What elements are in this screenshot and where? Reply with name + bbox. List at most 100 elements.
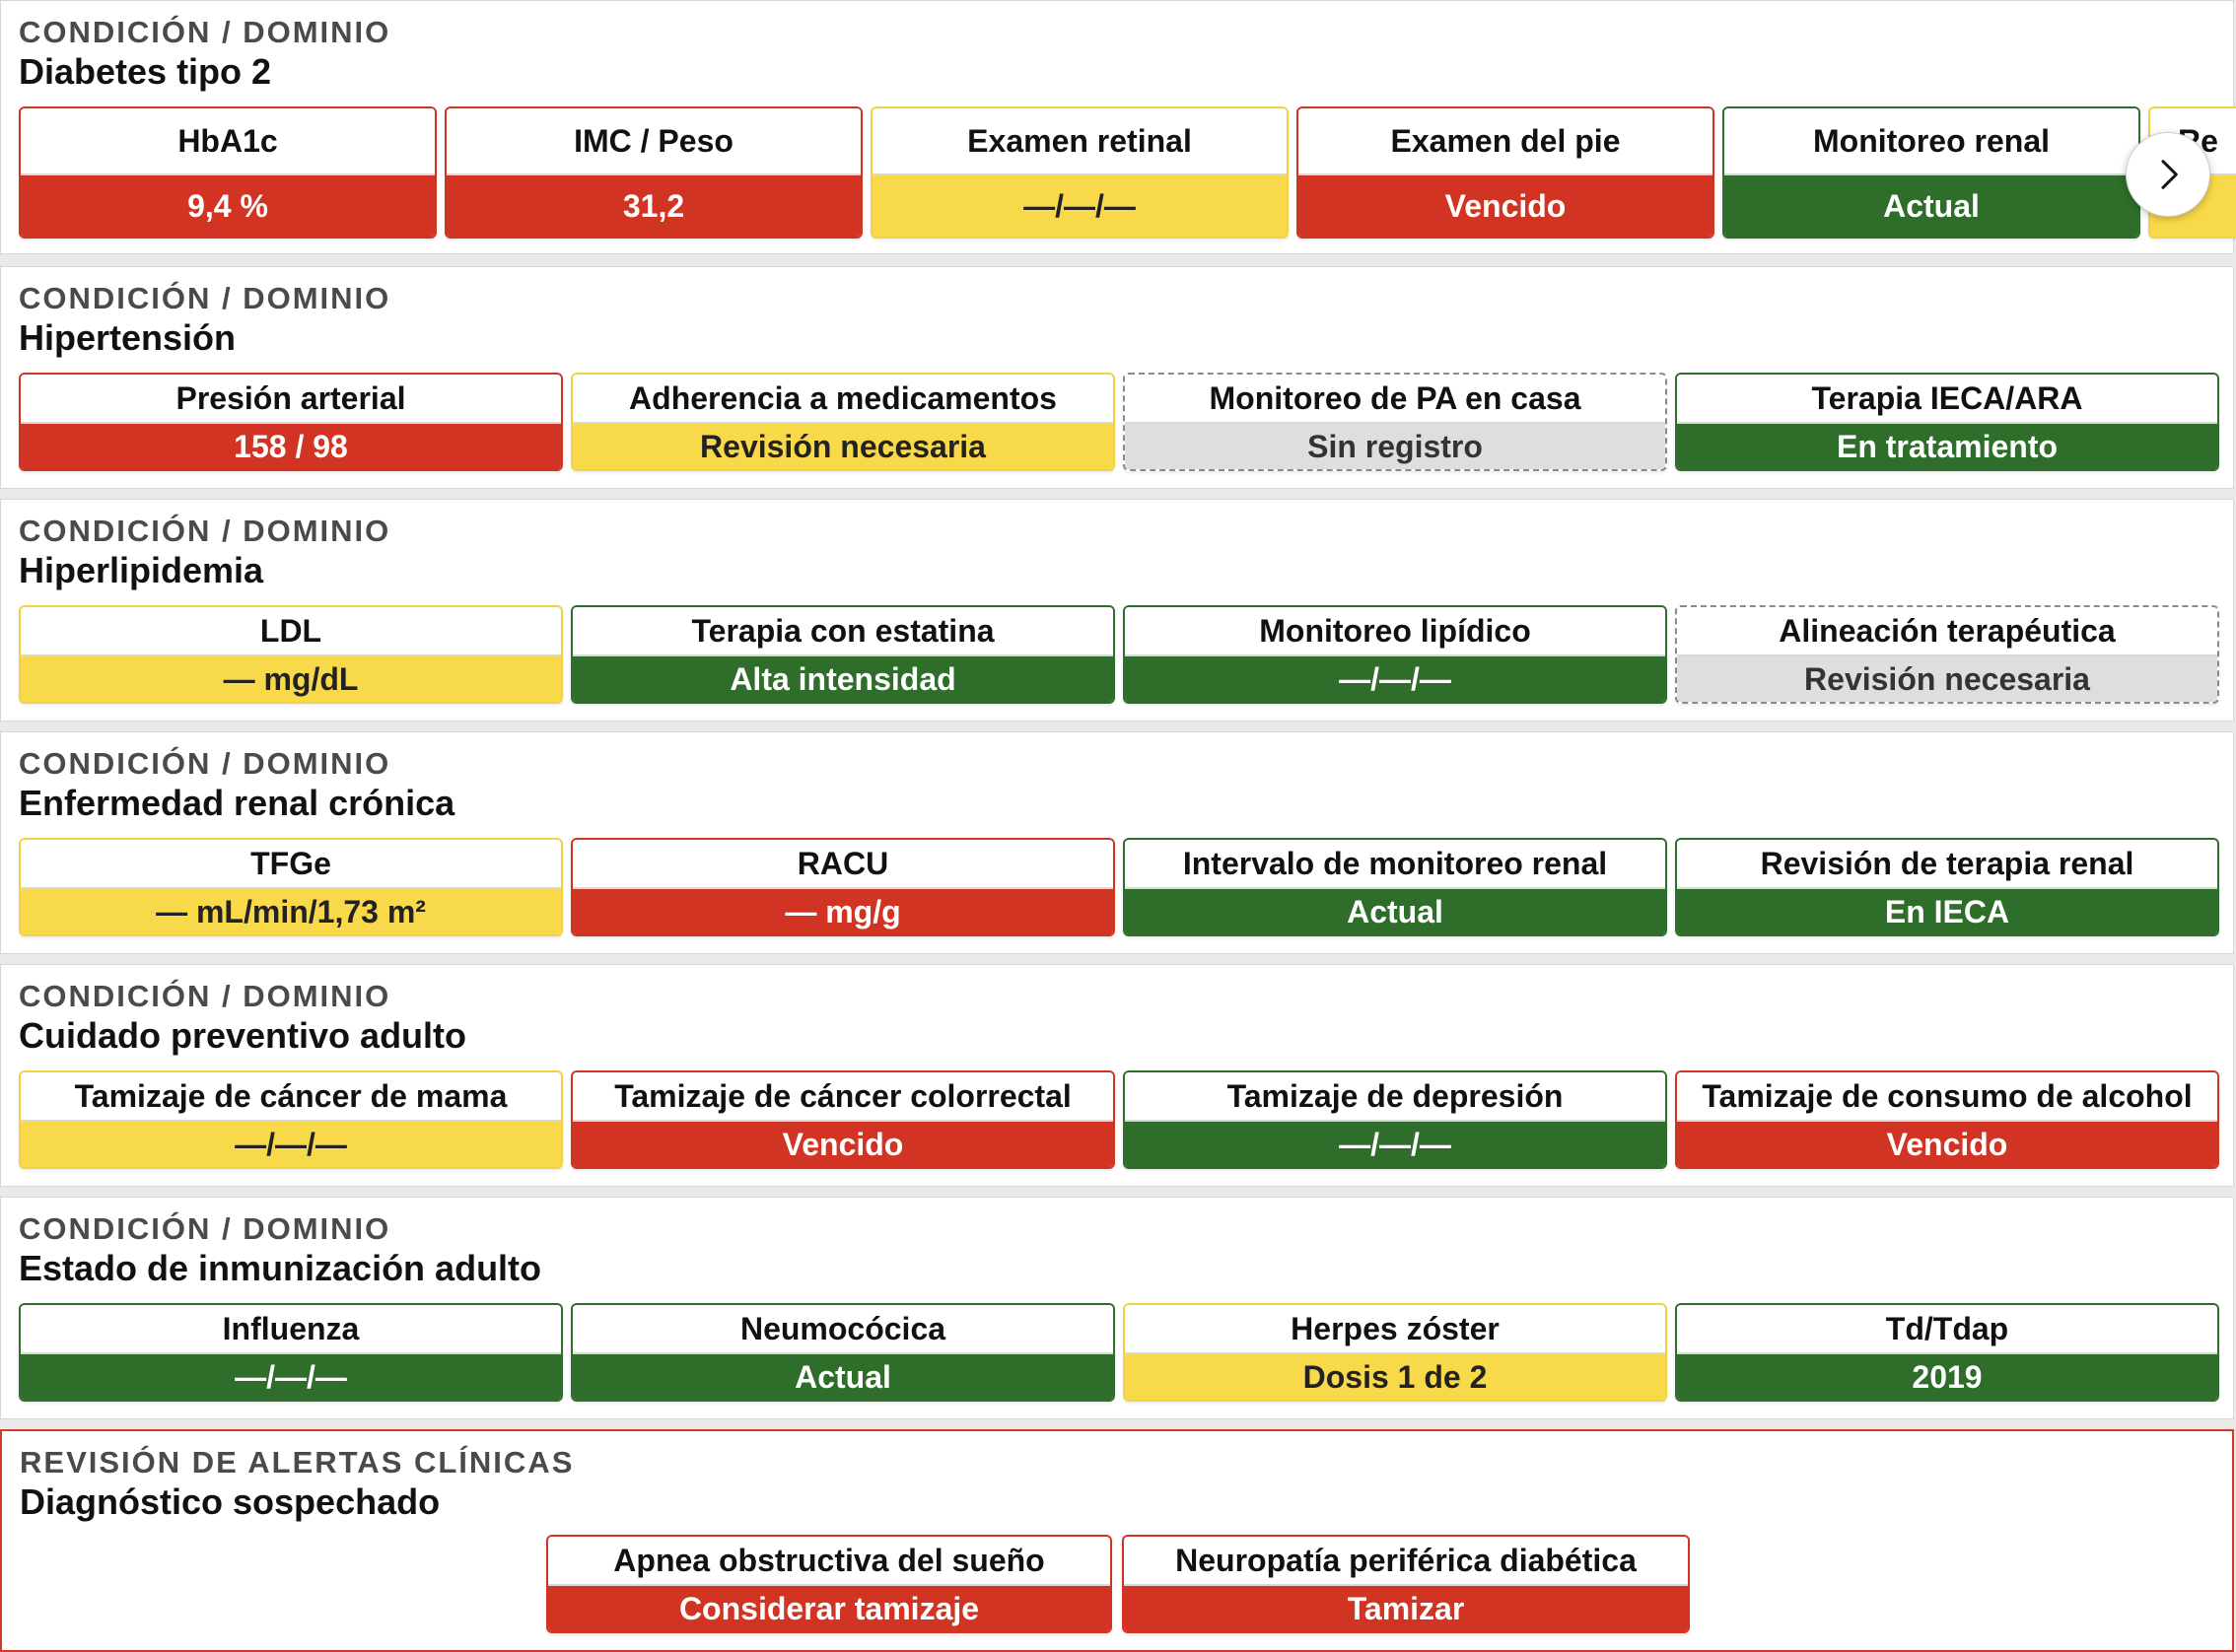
tile-value: 2019: [1677, 1354, 2217, 1400]
tile-terapia-ieca[interactable]: Terapia IECA/ARA En tratamiento: [1675, 373, 2219, 471]
section-kicker: CONDICIÓN / DOMINIO: [19, 15, 391, 49]
tile-value: Actual: [573, 1354, 1113, 1400]
tile-examen-retinal[interactable]: Examen retinal —/—/—: [871, 106, 1289, 239]
tile-td-tdap[interactable]: Td/Tdap 2019: [1675, 1303, 2219, 1402]
tile-label: LDL: [21, 607, 561, 656]
section-diabetes: CONDICIÓN / DOMINIO Diabetes tipo 2 HbA1…: [0, 0, 2236, 254]
tile-value: —/—/—: [1125, 1122, 1665, 1167]
tile-depresion[interactable]: Tamizaje de depresión —/—/—: [1123, 1070, 1667, 1169]
tile-monitoreo-lipidico[interactable]: Monitoreo lipídico —/—/—: [1123, 605, 1667, 704]
tile-value: — mg/g: [573, 889, 1113, 934]
tile-value: En IECA: [1677, 889, 2217, 934]
section-title: Hipertensión: [19, 317, 237, 358]
tile-value: Alta intensidad: [573, 656, 1113, 702]
section-title: Diabetes tipo 2: [19, 51, 272, 92]
tile-label: Revisión de terapia renal: [1677, 840, 2217, 889]
tile-label: RACU: [573, 840, 1113, 889]
tile-racu[interactable]: RACU — mg/g: [571, 838, 1115, 936]
tile-label: Influenza: [21, 1305, 561, 1354]
tile-imc-peso[interactable]: IMC / Peso 31,2: [445, 106, 863, 239]
tile-label: Td/Tdap: [1677, 1305, 2217, 1354]
section-kicker: REVISIÓN DE ALERTAS CLÍNICAS: [20, 1445, 575, 1480]
tile-value: —/—/—: [21, 1122, 561, 1167]
tile-value: — mg/dL: [21, 656, 561, 702]
tile-label: Herpes zóster: [1125, 1305, 1665, 1354]
tile-value: —/—/—: [873, 175, 1287, 237]
tile-presion-arterial[interactable]: Presión arterial 158 / 98: [19, 373, 563, 471]
tile-label: Apnea obstructiva del sueño: [548, 1537, 1110, 1586]
tile-value: —/—/—: [21, 1354, 561, 1400]
tile-adherencia[interactable]: Adherencia a medicamentos Revisión neces…: [571, 373, 1115, 471]
tile-label: Neuropatía periférica diabética: [1124, 1537, 1688, 1586]
section-kicker: CONDICIÓN / DOMINIO: [19, 979, 391, 1013]
section-title: Enfermedad renal crónica: [19, 783, 455, 823]
tile-alineacion-terapeutica[interactable]: Alineación terapéutica Revisión necesari…: [1675, 605, 2219, 704]
tile-label: Tamizaje de consumo de alcohol: [1677, 1072, 2217, 1122]
section-inmunizacion: CONDICIÓN / DOMINIO Estado de inmunizaci…: [0, 1197, 2234, 1419]
tile-cancer-mama[interactable]: Tamizaje de cáncer de mama —/—/—: [19, 1070, 563, 1169]
tile-label: Presión arterial: [21, 375, 561, 424]
tile-label: Monitoreo renal: [1724, 108, 2138, 175]
tile-value: Actual: [1125, 889, 1665, 934]
tile-value: —/—/—: [1125, 656, 1665, 702]
tile-label: TFGe: [21, 840, 561, 889]
tile-label: Adherencia a medicamentos: [573, 375, 1113, 424]
section-kicker: CONDICIÓN / DOMINIO: [19, 746, 391, 781]
tile-value: 158 / 98: [21, 424, 561, 469]
tile-label: Monitoreo de PA en casa: [1125, 375, 1665, 424]
tile-value: — mL/min/1,73 m²: [21, 889, 561, 934]
tile-label: Neumocócica: [573, 1305, 1113, 1354]
tile-revision-terapia-renal[interactable]: Revisión de terapia renal En IECA: [1675, 838, 2219, 936]
tile-value: Vencido: [1298, 175, 1712, 237]
section-kicker: CONDICIÓN / DOMINIO: [19, 1211, 391, 1246]
tile-value: En tratamiento: [1677, 424, 2217, 469]
tile-neuropatia-periferica[interactable]: Neuropatía periférica diabética Tamizar: [1122, 1535, 1690, 1633]
section-title: Estado de inmunización adulto: [19, 1248, 542, 1288]
tile-label: Terapia IECA/ARA: [1677, 375, 2217, 424]
tile-label: IMC / Peso: [447, 108, 861, 175]
tile-value: Revisión necesaria: [1677, 656, 2217, 702]
tile-value: Vencido: [573, 1122, 1113, 1167]
section-kicker: CONDICIÓN / DOMINIO: [19, 281, 391, 315]
tile-value: Dosis 1 de 2: [1125, 1354, 1665, 1400]
tile-label: Alineación terapéutica: [1677, 607, 2217, 656]
section-title: Hiperlipidemia: [19, 550, 264, 590]
tile-apnea-sueno[interactable]: Apnea obstructiva del sueño Considerar t…: [546, 1535, 1112, 1633]
tile-influenza[interactable]: Influenza —/—/—: [19, 1303, 563, 1402]
section-title: Diagnóstico sospechado: [20, 1481, 441, 1522]
tile-value: Considerar tamizaje: [548, 1586, 1110, 1631]
tile-value: Revisión necesaria: [573, 424, 1113, 469]
tile-terapia-estatina[interactable]: Terapia con estatina Alta intensidad: [571, 605, 1115, 704]
tile-examen-pie[interactable]: Examen del pie Vencido: [1296, 106, 1714, 239]
tile-label: Examen retinal: [873, 108, 1287, 175]
tile-monitoreo-renal[interactable]: Monitoreo renal Actual: [1722, 106, 2140, 239]
tile-intervalo-monitoreo[interactable]: Intervalo de monitoreo renal Actual: [1123, 838, 1667, 936]
tile-tfge[interactable]: TFGe — mL/min/1,73 m²: [19, 838, 563, 936]
tile-label: Intervalo de monitoreo renal: [1125, 840, 1665, 889]
tile-value: Vencido: [1677, 1122, 2217, 1167]
tile-value: Sin registro: [1125, 424, 1665, 469]
tile-label: Examen del pie: [1298, 108, 1712, 175]
tile-cancer-colorrectal[interactable]: Tamizaje de cáncer colorrectal Vencido: [571, 1070, 1115, 1169]
tile-consumo-alcohol[interactable]: Tamizaje de consumo de alcohol Vencido: [1675, 1070, 2219, 1169]
tile-ldl[interactable]: LDL — mg/dL: [19, 605, 563, 704]
tile-value: 31,2: [447, 175, 861, 237]
tile-monitoreo-pa[interactable]: Monitoreo de PA en casa Sin registro: [1123, 373, 1667, 471]
carousel-next-button[interactable]: [2126, 132, 2210, 217]
section-renal-cronica: CONDICIÓN / DOMINIO Enfermedad renal cró…: [0, 731, 2234, 954]
tile-hba1c[interactable]: HbA1c 9,4 %: [19, 106, 437, 239]
tile-label: Tamizaje de cáncer colorrectal: [573, 1072, 1113, 1122]
tile-value: 9,4 %: [21, 175, 435, 237]
section-preventivo: CONDICIÓN / DOMINIO Cuidado preventivo a…: [0, 964, 2234, 1187]
section-hiperlipidemia: CONDICIÓN / DOMINIO Hiperlipidemia LDL —…: [0, 499, 2234, 722]
tile-label: Tamizaje de cáncer de mama: [21, 1072, 561, 1122]
tile-value: Tamizar: [1124, 1586, 1688, 1631]
tile-label: Tamizaje de depresión: [1125, 1072, 1665, 1122]
tile-neumococica[interactable]: Neumocócica Actual: [571, 1303, 1115, 1402]
tile-label: Monitoreo lipídico: [1125, 607, 1665, 656]
tile-label: HbA1c: [21, 108, 435, 175]
tile-herpes-zoster[interactable]: Herpes zóster Dosis 1 de 2: [1123, 1303, 1667, 1402]
section-title: Cuidado preventivo adulto: [19, 1015, 467, 1056]
tile-value: Actual: [1724, 175, 2138, 237]
tile-label: Terapia con estatina: [573, 607, 1113, 656]
